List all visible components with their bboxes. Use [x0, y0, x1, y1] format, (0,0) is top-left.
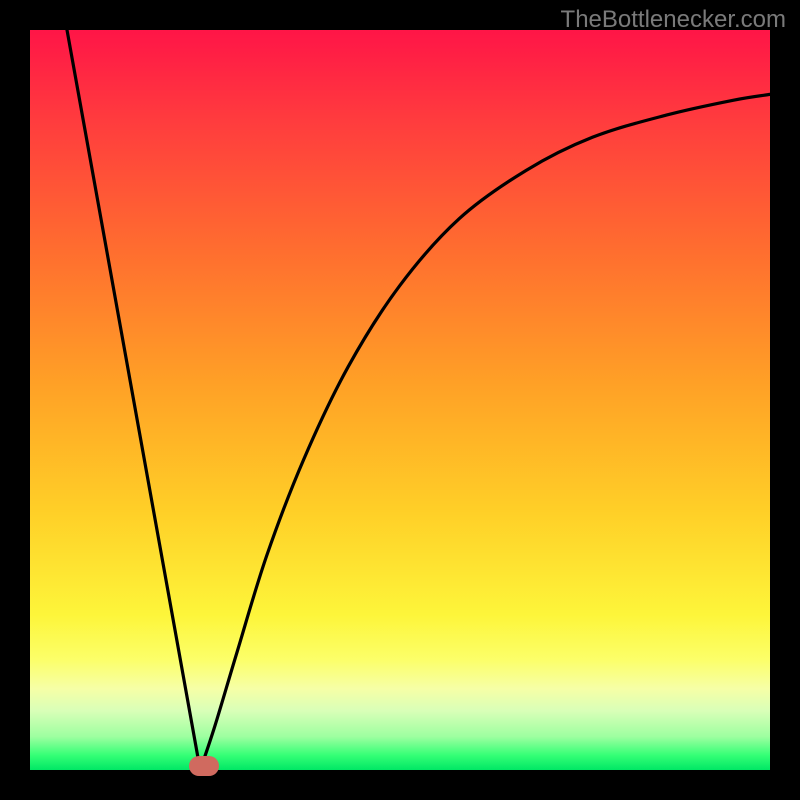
- min-marker: [189, 756, 219, 776]
- bottleneck-curve: [30, 30, 770, 770]
- plot-area: [30, 30, 770, 770]
- chart-frame: TheBottlenecker.com: [0, 0, 800, 800]
